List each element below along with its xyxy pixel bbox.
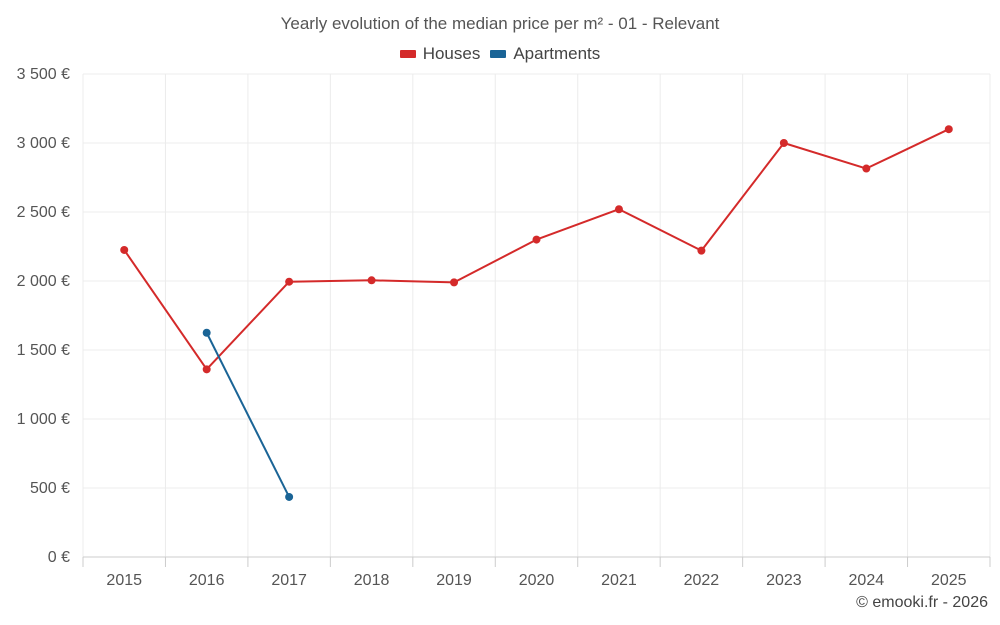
x-tick-label: 2020 — [519, 572, 555, 589]
y-tick-label: 500 € — [30, 480, 70, 497]
data-point-houses — [532, 235, 541, 244]
data-point-houses — [202, 365, 211, 374]
data-point-houses — [285, 277, 294, 286]
y-tick-label: 0 € — [48, 549, 70, 566]
legend-item-apartments[interactable]: Apartments — [490, 44, 600, 64]
x-tick-label: 2022 — [684, 572, 720, 589]
series-line-apartments — [205, 332, 291, 498]
y-tick-label: 3 000 € — [17, 135, 70, 152]
data-point-houses — [697, 246, 706, 255]
chart-title: Yearly evolution of the median price per… — [280, 14, 720, 33]
y-tick-label: 1 500 € — [17, 342, 70, 359]
data-point-houses — [944, 125, 953, 134]
x-tick-label: 2023 — [766, 572, 802, 589]
copyright-credit: © emooki.fr - 2026 — [856, 594, 988, 611]
x-tick-label: 2024 — [849, 572, 885, 589]
legend-item-houses[interactable]: Houses — [399, 44, 481, 64]
y-tick-label: 3 500 € — [17, 66, 70, 83]
legend-label-houses: Houses — [422, 44, 481, 63]
x-tick-label: 2015 — [106, 572, 142, 589]
data-point-houses — [862, 164, 871, 173]
x-tick-label: 2018 — [354, 572, 390, 589]
data-point-apartments — [285, 492, 294, 501]
data-point-apartments — [202, 328, 211, 337]
legend-swatch-apartments — [490, 50, 507, 58]
y-tick-label: 1 000 € — [17, 411, 70, 428]
legend-swatch-houses — [399, 50, 416, 58]
data-point-houses — [614, 205, 623, 214]
y-tick-label: 2 000 € — [17, 273, 70, 290]
series — [120, 125, 953, 501]
x-tick-label: 2021 — [601, 572, 637, 589]
data-point-houses — [779, 139, 788, 147]
grid — [82, 73, 991, 557]
x-tick-label: 2017 — [271, 572, 307, 589]
data-point-houses — [120, 245, 129, 254]
chart-legend: Houses Apartments — [0, 44, 1000, 64]
legend-label-apartments: Apartments — [513, 44, 601, 63]
data-point-houses — [450, 278, 459, 287]
x-tick-label: 2025 — [931, 572, 967, 589]
x-tick-label: 2019 — [436, 572, 472, 589]
data-point-houses — [367, 276, 376, 285]
axes: 0 € 500 € 1 000 € 1 500 € 2 000 € 2 500 € 3 00… — [17, 66, 991, 589]
y-tick-label: 2 500 € — [17, 204, 70, 221]
x-tick-label: 2016 — [189, 572, 225, 589]
